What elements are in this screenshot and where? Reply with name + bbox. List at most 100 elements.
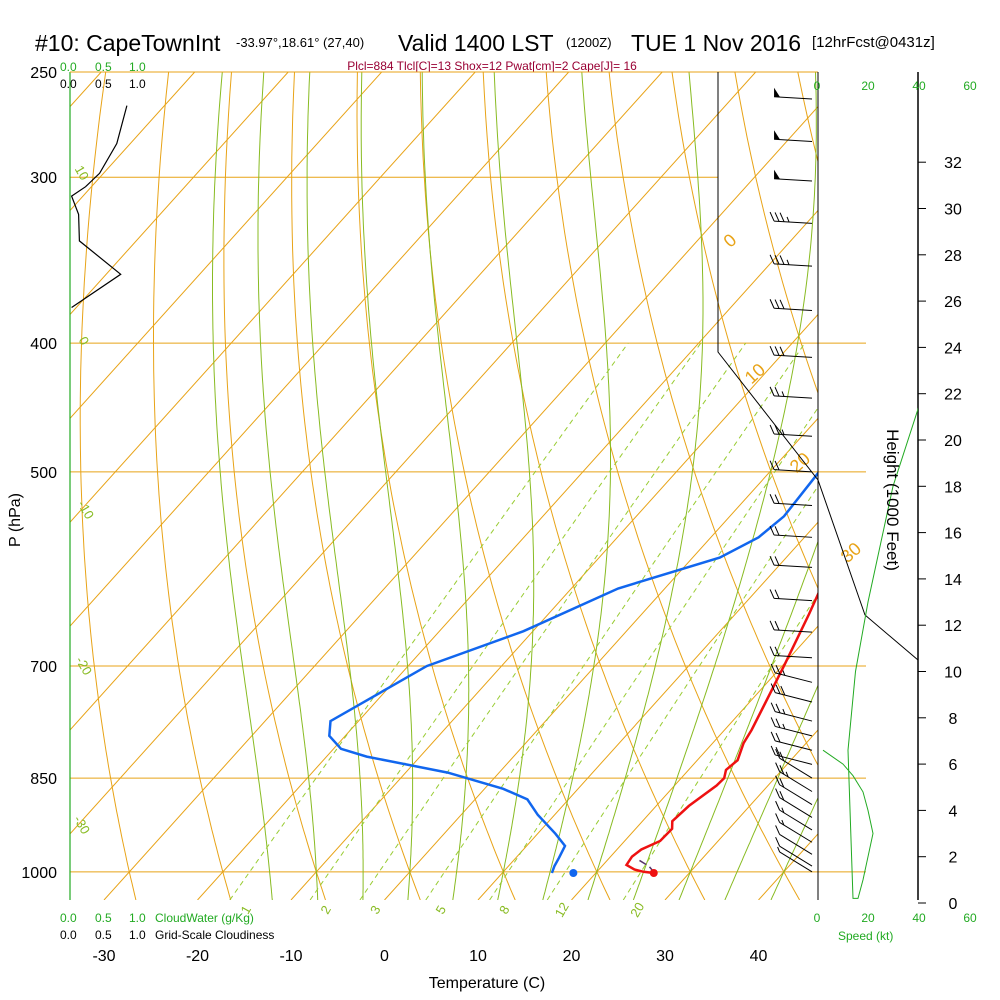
- moist-adiabat-line: [306, 72, 364, 900]
- height-tick-label: 10: [944, 665, 962, 682]
- wind-barb: [775, 788, 813, 818]
- dry-adiabat-line: [987, 72, 1000, 900]
- moist-adiabat-line: [212, 72, 273, 900]
- cloudwater-scale-top-0: 0.0: [60, 60, 77, 74]
- isotherm-line: [70, 72, 663, 731]
- isobars: [70, 71, 866, 873]
- mixing-ratio-line: [489, 406, 818, 900]
- cloudiness-scale-top-2: 1.0: [129, 77, 146, 91]
- isotherm-label: 0: [720, 230, 741, 252]
- temperature-tick-label: 40: [750, 948, 768, 965]
- isotherm-line: [290, 313, 818, 900]
- wind-barb: [770, 683, 813, 703]
- height-tick-label: 24: [944, 340, 962, 357]
- isotherm-line: [0, 72, 8, 900]
- wind-barb: [775, 762, 813, 792]
- moist-adiabats: [212, 72, 818, 900]
- wind-speed-tick-label: 0: [814, 911, 821, 925]
- moist-adiabat-line: [587, 72, 704, 900]
- moist-adiabat-line: [257, 72, 319, 900]
- wind-barb: [769, 494, 813, 507]
- wind-speed-tick-label: 20: [861, 79, 875, 93]
- surface-markers: [569, 869, 658, 878]
- wind-barb: [769, 646, 813, 659]
- cloudiness-scale-top-1: 0.5: [95, 77, 112, 91]
- y-axis-label: P (hPa): [7, 493, 24, 547]
- valid-time: Valid 1400 LST: [398, 30, 554, 56]
- dry-adiabat-label: -20: [73, 654, 95, 678]
- height-tick-label: 22: [944, 387, 962, 404]
- wind-barb: [769, 386, 813, 399]
- mixing-ratio-line: [425, 342, 806, 900]
- height-tick-label: 16: [944, 526, 962, 543]
- dewpoint-line: [328, 471, 818, 874]
- wind-barb: [774, 169, 813, 182]
- wind-barb: [769, 555, 813, 568]
- dry-adiabat-line: [545, 72, 801, 900]
- mixing-ratio-line: [309, 342, 702, 900]
- pressure-tick-label: 1000: [21, 865, 57, 882]
- cloudwater-scale-top-2: 1.0: [129, 60, 146, 74]
- isotherm-line: [571, 625, 818, 900]
- isotherms: [0, 72, 818, 900]
- pressure-tick-label: 850: [30, 771, 57, 788]
- cloudwater-scale-bottom-0: 0.0: [60, 911, 77, 925]
- wind-barb: [775, 825, 813, 855]
- wind-barb: [774, 130, 813, 142]
- y2-axis-label: Height (1000 Feet): [883, 429, 902, 571]
- isotherm-line: [70, 72, 476, 523]
- mixing-ratio-label: 8: [496, 903, 513, 917]
- dry-adiabat-line: [734, 72, 818, 395]
- mixing-ratio-label: 5: [433, 903, 450, 917]
- mixing-ratio-label: 12: [552, 900, 572, 920]
- valid-date: TUE 1 Nov 2016: [631, 30, 801, 56]
- moist-adiabat-line: [632, 72, 817, 900]
- wind-barb: [769, 345, 813, 358]
- mixing-ratio-line: [229, 342, 629, 900]
- dry-adiabat-line: [671, 72, 818, 590]
- dry-adiabat-label: -30: [71, 813, 93, 837]
- wind-barb: [770, 745, 813, 765]
- mixing-ratio-line: [546, 485, 818, 900]
- stability-params: Plcl=884 Tlcl[C]=13 Shox=12 Pwat[cm]=2 C…: [347, 59, 637, 73]
- wind-speed-label: Speed (kt): [838, 929, 893, 943]
- mixing-ratio-line: [359, 342, 747, 900]
- dry-adiabat-line: [153, 72, 232, 900]
- mixing-ratio-label: 20: [627, 900, 647, 920]
- isotherm-line: [70, 72, 196, 212]
- dry-adiabat-label: -10: [75, 498, 97, 522]
- wind-barbs: [769, 87, 813, 873]
- moist-adiabat-line: [360, 72, 414, 900]
- cloudiness-scale-bottom-0: 0.0: [60, 928, 77, 942]
- dry-adiabat-line: [356, 72, 516, 900]
- wind-barb: [775, 836, 813, 867]
- dry-adiabat-line: [608, 72, 818, 767]
- wind-barb: [777, 846, 813, 873]
- cloudwater-scale-top-1: 0.5: [95, 60, 112, 74]
- dry-adiabat-line: [223, 72, 326, 900]
- wind-barb: [769, 424, 813, 437]
- isotherm-line: [384, 417, 818, 900]
- header: #10: CapeTownInt -33.97°,18.61° (27,40) …: [35, 30, 935, 73]
- cloudiness-scale-bottom-1: 0.5: [95, 928, 112, 942]
- temperature-tick-label: -30: [92, 948, 115, 965]
- isotherm-line: [197, 209, 818, 900]
- wind-barb: [769, 299, 813, 312]
- wind-barb: [775, 813, 813, 843]
- forecast-info: [12hrFcst@0431z]: [812, 34, 935, 51]
- cloudwater-scale-label: CloudWater (g/Kg): [155, 911, 254, 925]
- moist-adiabat-line: [724, 684, 818, 900]
- x-axis-label: Temperature (C): [429, 975, 545, 992]
- wind-speed-tick-label: 40: [912, 79, 926, 93]
- height-tick-label: 18: [944, 479, 962, 496]
- wind-speed-tick-label: 60: [963, 911, 977, 925]
- height-tick-label: 14: [944, 572, 962, 589]
- wind-barb: [769, 460, 813, 473]
- temperature-tick-label: -20: [186, 948, 209, 965]
- wind-barb: [769, 211, 813, 224]
- isotherm-line: [664, 729, 818, 900]
